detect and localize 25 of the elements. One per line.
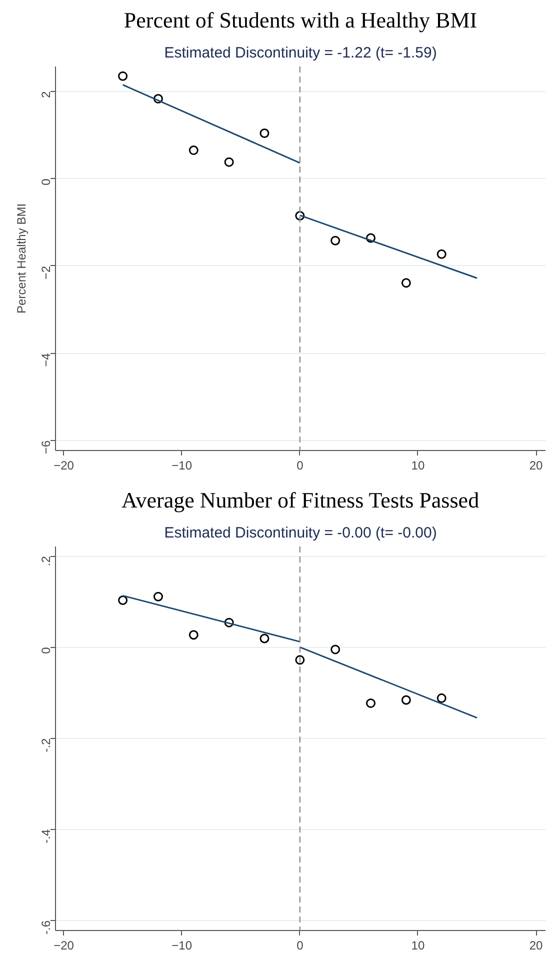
y-tick-label: −2 [39,266,53,280]
y-tick-label: −4 [39,352,53,367]
x-tick-label: 10 [411,938,425,952]
x-tick-label: 0 [296,938,304,952]
y-tick-label: -.2 [39,738,53,752]
x-tick-label: −20 [54,458,74,472]
y-tick-label: -.4 [39,829,53,844]
y-tick-label: .2 [39,556,53,566]
y-tick-label: 2 [39,91,53,98]
y-tick-label: -.6 [39,920,53,934]
x-tick-label: −10 [172,458,192,472]
chart-title: Average Number of Fitness Tests Passed [122,488,480,512]
y-tick-label: 0 [39,646,53,654]
x-tick-label: 0 [296,458,304,472]
x-tick-label: −20 [54,938,74,952]
y-axis-title: Percent Healthy BMI [14,203,28,314]
chart-subtitle: Estimated Discontinuity = -1.22 (t= -1.59) [164,44,437,62]
chart-subtitle: Estimated Discontinuity = -0.00 (t= -0.00) [164,524,437,542]
x-tick-label: 10 [411,458,425,472]
chart-title: Percent of Students with a Healthy BMI [124,8,478,32]
x-tick-label: −10 [172,938,192,952]
x-tick-label: 20 [529,458,544,472]
y-tick-label: −6 [39,440,53,454]
x-tick-label: 20 [529,938,544,952]
y-tick-label: 0 [39,178,53,186]
